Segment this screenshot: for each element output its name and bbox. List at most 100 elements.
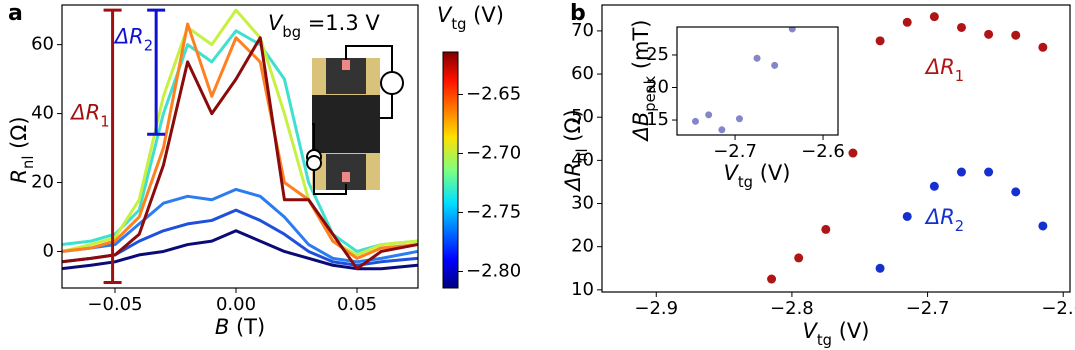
- x-tick-label: 0.00: [216, 294, 256, 315]
- series-label-main: ΔR: [924, 55, 955, 79]
- x-axis-label: Vtg (V): [724, 161, 791, 191]
- y-tick-label: 40: [31, 103, 54, 124]
- y-axis-label-sub: peak: [642, 75, 659, 111]
- point: [771, 61, 779, 69]
- series-label-sub: 1: [955, 68, 964, 85]
- point: [984, 29, 994, 39]
- point: [718, 126, 726, 134]
- note-unit: =1.3 V: [301, 11, 380, 35]
- point: [956, 22, 966, 32]
- x-axis-label: Vtg (V): [803, 319, 870, 349]
- x-tick-label: 0.05: [337, 294, 377, 315]
- point: [691, 117, 699, 125]
- series-label: ΔR1: [924, 55, 964, 85]
- y-tick-label: 15: [646, 109, 669, 130]
- x-tick-label: −0.05: [87, 294, 142, 315]
- x-axis-label-unit: (V): [832, 319, 869, 343]
- y-tick-label: 0: [43, 240, 54, 261]
- y-axis-label-unit: (Ω): [7, 116, 31, 155]
- colorbar-label-sub: tg: [451, 16, 466, 33]
- y-tick-label: 50: [571, 106, 594, 127]
- range-label: ΔR2: [113, 25, 153, 55]
- point: [1038, 42, 1048, 52]
- x-tick-label: −2.6: [801, 141, 845, 162]
- line: [62, 208, 418, 267]
- colorbar-label-unit: (V): [466, 3, 503, 27]
- y-tick-label: 25: [646, 44, 669, 65]
- point: [788, 27, 796, 33]
- line: [62, 229, 418, 271]
- point: [821, 224, 831, 234]
- series-label: ΔR2: [924, 205, 964, 235]
- colorbar-tick-label: −2.80: [466, 260, 521, 281]
- y-axis-label-main: ΔR: [561, 162, 585, 193]
- y-tick-label: 20: [571, 236, 594, 257]
- y-axis-label-sub: nl: [20, 156, 37, 169]
- y-tick-label: 10: [571, 279, 594, 300]
- y-tick-label: 20: [646, 77, 669, 98]
- line: [62, 22, 418, 260]
- y-axis-label: ΔBpeak (mT): [629, 19, 659, 142]
- y-tick-label: 60: [31, 34, 54, 55]
- y-tick-label: 60: [571, 63, 594, 84]
- x-tick-label: −2.7: [713, 141, 757, 162]
- range-label-sub: 2: [144, 37, 153, 54]
- line: [62, 36, 418, 271]
- colorbar-tick-label: −2.65: [466, 83, 521, 104]
- x-tick-label: −2.6: [1041, 298, 1075, 319]
- line: [62, 8, 418, 257]
- y-tick-label: 40: [571, 149, 594, 170]
- y-tick-label: 70: [571, 20, 594, 41]
- note-sub: bg: [282, 24, 301, 41]
- x-axis-label-main: V: [724, 161, 740, 185]
- line: [62, 187, 418, 264]
- x-axis-label-main: B: [215, 315, 229, 339]
- point: [875, 36, 885, 46]
- point: [1011, 30, 1021, 40]
- x-axis-label-sub: tg: [738, 174, 753, 191]
- range-label-main: ΔR: [69, 101, 100, 125]
- note: Vbg =1.3 V: [268, 11, 380, 41]
- note-main: V: [268, 11, 284, 35]
- point: [753, 54, 761, 62]
- point: [929, 12, 939, 22]
- x-tick-label: −2.9: [634, 298, 678, 319]
- series-label-sub: 2: [955, 218, 964, 235]
- y-axis-label-unit: (mT): [629, 19, 653, 75]
- plot-content: [691, 27, 796, 134]
- series-label-main: ΔR: [924, 205, 955, 229]
- point: [929, 181, 939, 191]
- point: [794, 253, 804, 263]
- x-axis-label: B (T): [215, 315, 265, 339]
- point: [875, 263, 885, 273]
- point: [1038, 221, 1048, 231]
- y-axis-label-unit: (Ω): [561, 109, 585, 148]
- plot-content: [767, 12, 1048, 284]
- plot-content: [62, 8, 418, 271]
- colorbar-label-main: V: [437, 3, 453, 27]
- y-axis-label-sub: nl: [574, 148, 591, 161]
- colorbar-label: Vtg (V): [437, 3, 504, 33]
- panel: −2.7 −2.6 15 20 25: [646, 26, 845, 162]
- point: [902, 17, 912, 27]
- range-label: ΔR1: [69, 101, 109, 130]
- point: [902, 211, 912, 221]
- colorbar-tick-label: −2.70: [466, 142, 521, 163]
- axes-frame: [601, 4, 1071, 293]
- point: [767, 274, 777, 284]
- axes-frame: [676, 26, 839, 136]
- panel-label: b: [570, 1, 586, 26]
- y-tick-label: 30: [571, 193, 594, 214]
- x-axis-label-sub: tg: [817, 332, 832, 349]
- x-axis-label-main: V: [803, 319, 819, 343]
- range-label-sub: 1: [100, 113, 109, 130]
- colorbar-tick-label: −2.75: [466, 201, 521, 222]
- y-tick-label: 20: [31, 172, 54, 193]
- x-axis-label-unit: (T): [229, 315, 265, 339]
- point: [984, 167, 994, 177]
- point: [705, 111, 713, 119]
- point: [1011, 187, 1021, 197]
- point: [735, 115, 743, 123]
- axes-frame: [61, 4, 419, 289]
